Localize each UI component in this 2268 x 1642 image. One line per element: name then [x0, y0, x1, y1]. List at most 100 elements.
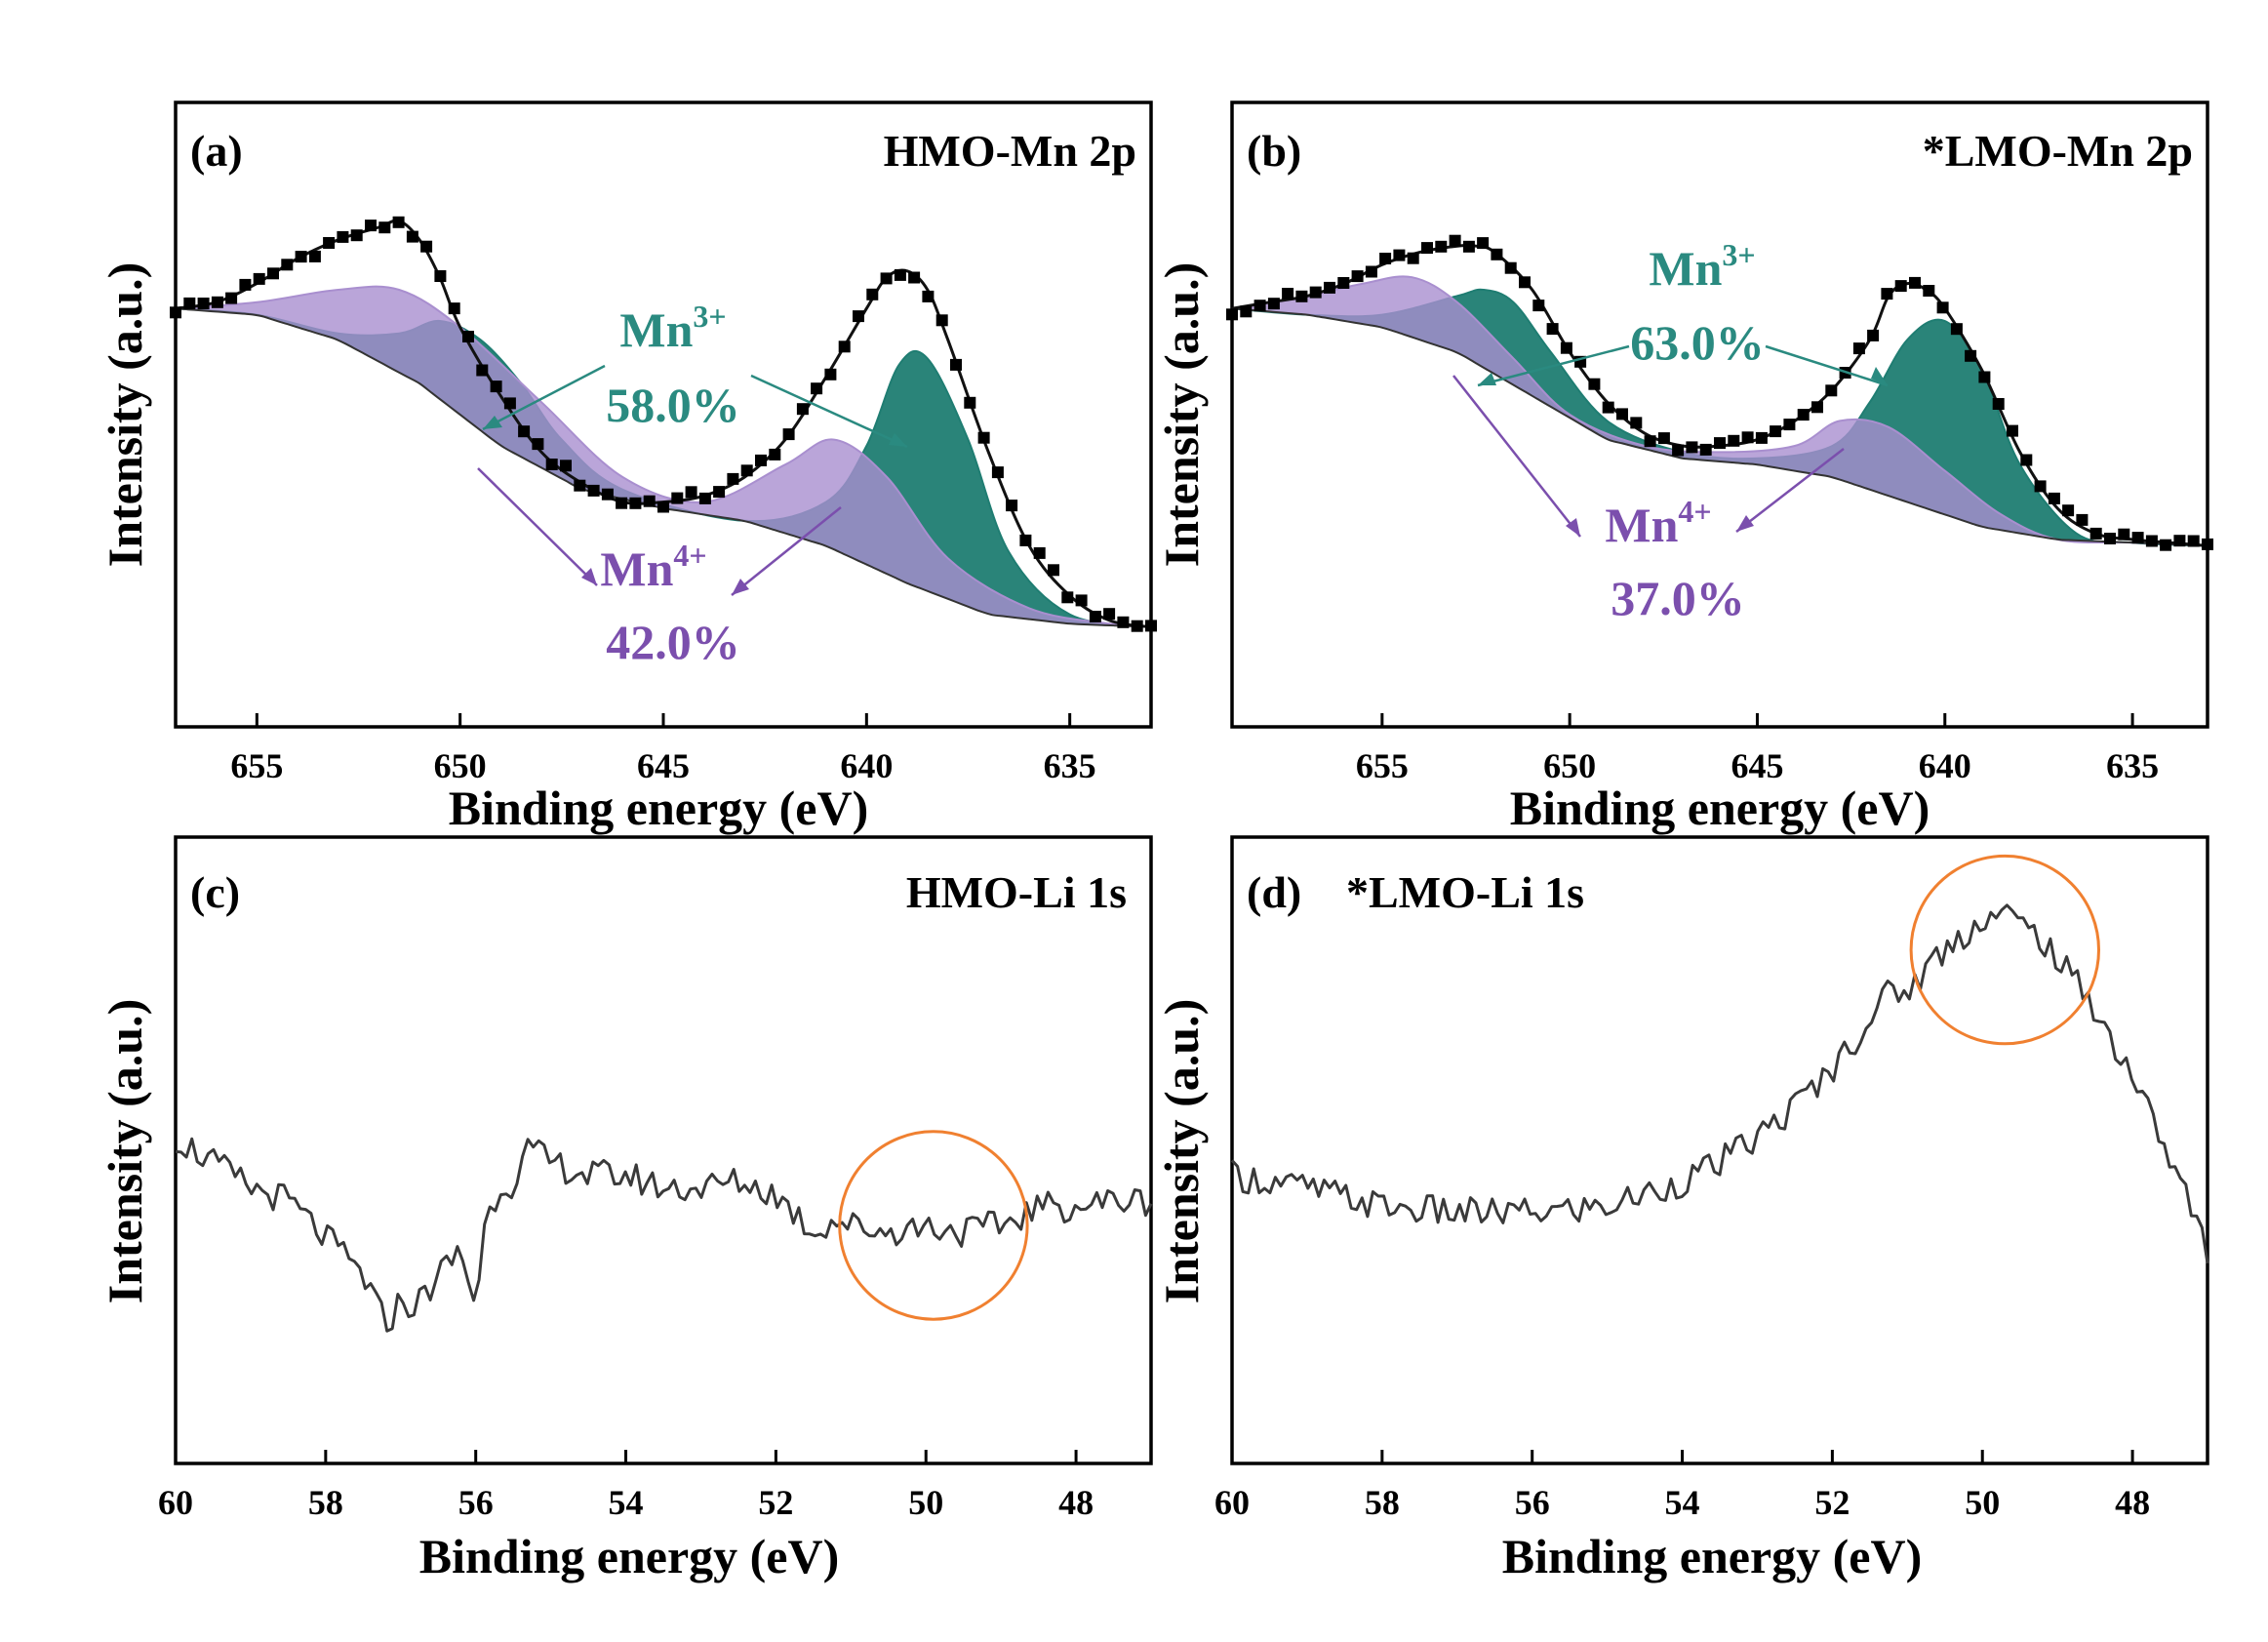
- x-tick-label: 56: [458, 1483, 494, 1522]
- raw-data-point: [587, 484, 600, 497]
- raw-data-point: [1657, 432, 1670, 445]
- series-layer-d: [1230, 854, 2209, 1264]
- raw-data-point: [755, 454, 767, 466]
- raw-data-point: [643, 495, 656, 507]
- raw-data-point: [838, 340, 851, 353]
- mn3-arrow-b-2: [1765, 344, 1889, 387]
- raw-data-point: [1532, 300, 1545, 312]
- raw-data-point: [350, 229, 363, 242]
- raw-data-point: [1755, 431, 1768, 444]
- raw-data-point: [1852, 342, 1865, 355]
- raw-data-point: [2076, 513, 2089, 526]
- raw-data-point: [1950, 323, 1963, 336]
- raw-data-point: [1909, 276, 1921, 289]
- raw-data-point: [1616, 408, 1628, 421]
- raw-data-point: [935, 314, 948, 327]
- raw-data-point: [503, 397, 516, 410]
- raw-data-point: [2145, 535, 2158, 547]
- raw-data-point: [253, 272, 265, 285]
- y-axis-label-a: Intensity (a.u.): [98, 262, 152, 568]
- raw-data-point: [518, 425, 531, 438]
- raw-data-point: [2089, 527, 2102, 540]
- mn3-arrowhead-b-1: [1478, 373, 1496, 385]
- raw-data-point: [211, 296, 223, 308]
- panel-title-c: HMO-Li 1s: [906, 867, 1127, 917]
- x-tick-label: 54: [609, 1483, 644, 1522]
- raw-data-point: [225, 292, 238, 304]
- x-tick-label: 54: [1665, 1483, 1700, 1522]
- x-tick-label: 52: [1814, 1483, 1850, 1522]
- mn4-label-b: Mn4+: [1605, 494, 1711, 552]
- raw-data-point: [964, 396, 976, 409]
- raw-data-point: [1267, 298, 1280, 310]
- x-tick-label: 655: [230, 746, 283, 785]
- mn4-peak-b: [1232, 276, 2208, 546]
- mn4-peak-a-outline: [175, 285, 1152, 628]
- panel-label-b: (b): [1247, 126, 1301, 176]
- raw-data-point: [2160, 539, 2172, 551]
- raw-data-point: [782, 428, 795, 441]
- raw-data-point: [406, 230, 418, 243]
- series-layer-a: [170, 216, 1157, 632]
- mn4-arrow-a-1: [477, 467, 598, 586]
- raw-data-point: [1462, 240, 1475, 253]
- raw-data-point: [281, 259, 294, 271]
- raw-data-point: [420, 240, 433, 253]
- raw-data-point: [1407, 252, 1419, 264]
- mn4-arrowhead-b-1: [1566, 518, 1580, 537]
- tick-layer-a: 655 650 645 640 635: [230, 713, 1096, 785]
- x-tick-label: 60: [158, 1483, 193, 1522]
- mn4-arrowhead-a-1: [581, 568, 597, 585]
- raw-data-point: [880, 272, 893, 285]
- x-tick-label: 650: [434, 746, 487, 785]
- raw-data-point: [1131, 620, 1143, 632]
- raw-data-point: [1006, 500, 1018, 512]
- raw-data-point: [392, 216, 405, 228]
- raw-data-point: [1825, 384, 1838, 397]
- raw-data-point: [532, 438, 544, 451]
- mn4-arrowhead-a-2: [732, 579, 749, 595]
- x-tick-label: 635: [1044, 746, 1096, 785]
- raw-data-point: [824, 368, 837, 380]
- raw-data-point: [1923, 285, 1935, 297]
- raw-data-point: [1477, 237, 1490, 250]
- raw-data-point: [1965, 349, 1977, 362]
- raw-data-point: [671, 492, 684, 504]
- raw-data-point: [2062, 504, 2075, 517]
- raw-data-point: [490, 380, 502, 393]
- raw-data-point: [1588, 378, 1601, 390]
- raw-data-point: [698, 492, 711, 504]
- raw-data-point: [267, 267, 279, 280]
- panel-a: 655 650 645 640 635 (a) HMO-Mn 2p Binding en…: [98, 100, 1157, 835]
- x-tick-label: 645: [637, 746, 690, 785]
- raw-data-point: [616, 497, 628, 509]
- raw-data-point: [866, 288, 879, 300]
- raw-data-point: [1714, 437, 1726, 450]
- x-tick-label: 48: [2115, 1483, 2150, 1522]
- x-axis-label-b: Binding energy (eV): [1510, 781, 1930, 835]
- raw-data-point: [769, 448, 781, 461]
- x-tick-label: 635: [2106, 746, 2159, 785]
- panel-label-a: (a): [190, 126, 243, 176]
- raw-data-point: [991, 466, 1004, 479]
- raw-data-point: [894, 268, 906, 281]
- panel-c: 60 58 56 54 52 50 48 (c) HMO-Li 1s Binding ene…: [98, 835, 1153, 1583]
- raw-data-point: [853, 310, 864, 323]
- raw-data-point: [1075, 594, 1088, 607]
- raw-data-point: [1504, 261, 1517, 274]
- x-tick-label: 58: [1365, 1483, 1400, 1522]
- x-tick-label: 655: [1356, 746, 1409, 785]
- raw-data-point: [1393, 249, 1406, 261]
- raw-data-point: [1686, 441, 1698, 454]
- mn4-arrowhead-b-2: [1736, 515, 1754, 532]
- raw-data-point: [1699, 443, 1712, 456]
- x-tick-label: 60: [1214, 1483, 1250, 1522]
- raw-data-point: [1351, 270, 1364, 283]
- mn3-arrowhead-a-1: [483, 416, 502, 429]
- raw-data-point: [1770, 425, 1782, 438]
- plot-frame-c: [174, 835, 1153, 1465]
- y-axis-label-c: Intensity (a.u.): [98, 999, 152, 1304]
- raw-data-point: [727, 472, 739, 485]
- raw-data-point: [1560, 341, 1572, 354]
- raw-data-point: [1282, 288, 1294, 300]
